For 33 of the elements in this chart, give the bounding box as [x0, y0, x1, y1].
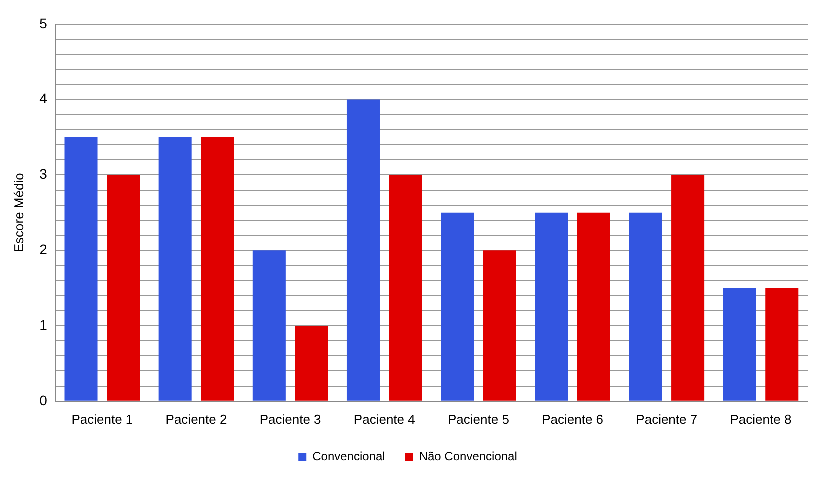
bar [389, 175, 422, 401]
legend-label: Não Convencional [419, 449, 518, 464]
bar [346, 100, 380, 401]
bar [158, 138, 192, 401]
x-tick-label: Paciente 6 [542, 412, 604, 427]
bar [535, 212, 568, 401]
bar [577, 212, 610, 401]
bar [629, 212, 662, 401]
x-tick-label: Paciente 1 [72, 412, 134, 427]
bar [201, 138, 234, 401]
x-tick-label: Paciente 3 [260, 412, 322, 427]
bar [723, 288, 756, 401]
bar [252, 250, 286, 401]
bar [441, 212, 474, 401]
y-tick-label: 3 [40, 166, 48, 182]
y-tick-label: 1 [40, 316, 48, 333]
bar [107, 175, 140, 401]
x-tick-label: Paciente 7 [636, 412, 698, 427]
bar [483, 250, 516, 401]
x-tick-label: Paciente 2 [166, 412, 228, 427]
bar [766, 288, 799, 401]
y-tick-label: 0 [40, 392, 48, 408]
y-tick-label: 5 [40, 15, 48, 32]
y-tick-label: 4 [40, 90, 48, 107]
bar [295, 326, 328, 401]
bar [672, 175, 705, 401]
y-axis-title: Escore Médio [11, 173, 26, 253]
x-tick-label: Paciente 4 [354, 412, 416, 427]
x-tick-label: Paciente 8 [730, 412, 792, 427]
x-tick-label: Paciente 5 [448, 412, 510, 427]
bar [64, 138, 98, 401]
legend-label: Convencional [312, 449, 386, 464]
y-tick-label: 2 [40, 241, 48, 258]
